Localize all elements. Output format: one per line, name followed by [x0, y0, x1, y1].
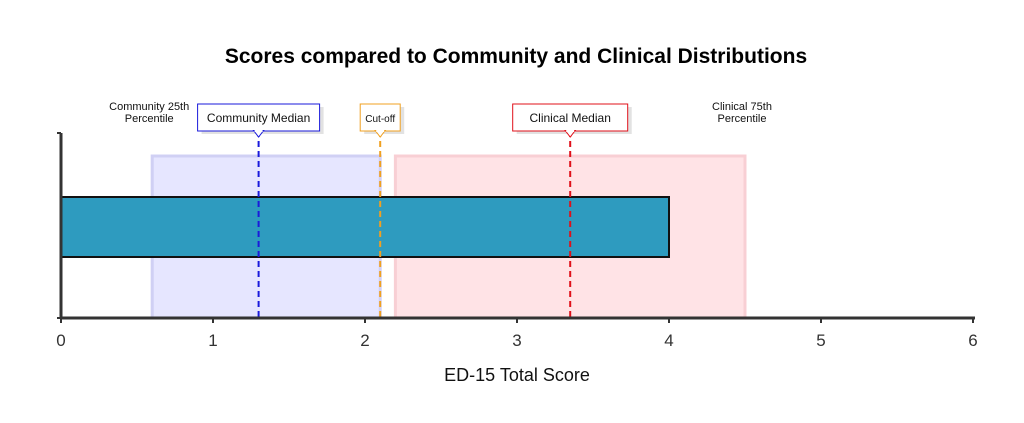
x-tick-label-0: 0 [56, 331, 65, 350]
label-box-cut-off [359, 103, 401, 132]
x-tick-label-4: 4 [664, 331, 673, 350]
annotation-clinical-75th-percentile-line-2: Percentile [718, 113, 767, 125]
annotation-clinical-75th-percentile-line-1: Clinical 75th [712, 101, 772, 113]
x-tick-label-2: 2 [360, 331, 369, 350]
axes-layer: 0 1 2 3 4 5 6 [56, 132, 978, 350]
labels-layer: Community Median Cut-off Clinical Median Co… [109, 101, 772, 138]
label-text-cut-off: Cut-off [365, 114, 395, 125]
label-text-clinical-median: Clinical Median [530, 111, 611, 125]
score-bar [60, 196, 670, 258]
annotation-community-25th-percentile-line-2: Percentile [125, 113, 174, 125]
annotation-clinical-75th-percentile: Clinical 75th Percentile [712, 101, 772, 125]
annotation-community-25th-percentile: Community 25th Percentile [109, 101, 189, 125]
x-axis-title: ED-15 Total Score [444, 365, 590, 385]
label-box-clinical-median [512, 103, 629, 132]
chart-title: Scores compared to Community and Clinica… [225, 45, 807, 68]
label-box-community-median [197, 103, 321, 132]
x-tick-label-6: 6 [968, 331, 977, 350]
x-tick-label-5: 5 [816, 331, 825, 350]
x-tick-label-3: 3 [512, 331, 521, 350]
reference-lines-layer [257, 131, 572, 318]
label-text-community-median: Community Median [207, 111, 310, 125]
x-tick-label-1: 1 [208, 331, 217, 350]
bar-layer [60, 196, 670, 258]
annotation-community-25th-percentile-line-1: Community 25th [109, 101, 189, 113]
